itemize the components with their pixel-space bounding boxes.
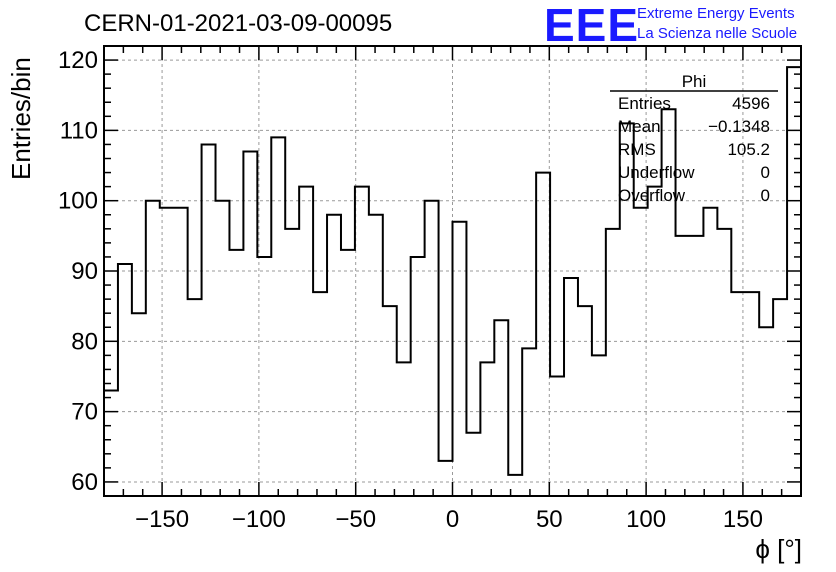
eee-logo-line1: Extreme Energy Events: [637, 5, 795, 22]
histogram-bin: [327, 215, 341, 496]
stats-value: −0.1348: [708, 117, 770, 136]
x-tick-label: −150: [135, 506, 189, 533]
histogram-bin: [787, 67, 801, 496]
histogram-bin: [634, 208, 648, 496]
histogram-bin: [564, 278, 578, 496]
y-tick-label: 60: [71, 469, 98, 496]
histogram-bin: [494, 320, 508, 496]
histogram-step-line: [104, 66, 801, 476]
histogram-bin: [439, 461, 453, 496]
histogram-bin: [369, 215, 383, 496]
histogram-bin: [466, 433, 480, 496]
histogram-bin: [731, 292, 745, 496]
stats-title: Phi: [681, 72, 707, 91]
eee-logo-line2: La Scienza nelle Scuole: [637, 25, 798, 42]
histogram-bin: [313, 292, 327, 496]
histogram-bin: [550, 376, 564, 496]
histogram-bin: [257, 257, 271, 496]
histogram-bin: [118, 264, 132, 496]
histogram-bin: [271, 137, 285, 496]
histogram-bin: [174, 208, 188, 496]
histogram-bin: [648, 187, 662, 496]
y-tick-label: 80: [71, 328, 98, 355]
histogram-bin: [243, 151, 257, 496]
stats-value: 0: [760, 163, 770, 182]
histogram-bin: [453, 222, 467, 496]
stats-value: 4596: [732, 94, 770, 113]
x-tick-label: 0: [446, 506, 459, 533]
y-tick-label: 90: [71, 258, 98, 285]
y-axis-title: Entries/bin: [6, 57, 36, 180]
histogram-bin: [355, 187, 369, 496]
histogram-bin: [146, 201, 160, 496]
y-tick-label: 100: [58, 188, 98, 215]
y-tick-label: 110: [60, 117, 98, 144]
histogram-bin: [216, 201, 230, 496]
histogram-bin: [104, 391, 118, 496]
histogram-bin: [689, 236, 703, 496]
stats-value: 105.2: [727, 140, 770, 159]
histogram-bin: [411, 257, 425, 496]
histogram-bin: [578, 306, 592, 496]
histogram-bin: [703, 208, 717, 496]
histogram-bin: [383, 306, 397, 496]
x-tick-label: 100: [626, 506, 666, 533]
x-axis-title: ϕ [°]: [755, 534, 802, 564]
histogram-bin: [299, 187, 313, 496]
histogram-series: [104, 66, 801, 496]
histogram-bin: [536, 173, 550, 496]
histogram-bin: [188, 299, 202, 496]
stats-key: Overflow: [618, 186, 686, 205]
y-tick-label: 70: [71, 399, 98, 426]
stats-key: Entries: [618, 94, 671, 113]
axis-tick-labels: −150 −100 −50 0 50 100 150 60 70 80 90 100 110 120: [58, 47, 763, 533]
histogram-bin: [745, 292, 759, 496]
histogram-bin: [592, 355, 606, 496]
x-tick-label: 150: [723, 506, 763, 533]
histogram-bin: [229, 250, 243, 496]
x-tick-label: −50: [335, 506, 376, 533]
axis-ticks: [103, 45, 802, 497]
histogram-bin: [132, 313, 146, 496]
histogram-bin: [759, 327, 773, 496]
histogram-bin: [773, 299, 787, 496]
histogram-bin: [160, 208, 174, 496]
stats-value: 0: [760, 186, 770, 205]
histogram-bin: [285, 229, 299, 496]
histogram-bin: [717, 229, 731, 496]
histogram-bin: [606, 229, 620, 496]
run-title: CERN-01-2021-03-09-00095: [84, 10, 393, 37]
stats-key: Mean: [618, 117, 661, 136]
histogram-bin: [397, 362, 411, 496]
histogram-bin: [676, 236, 690, 496]
stats-key: RMS: [618, 140, 656, 159]
y-tick-label: 120: [58, 47, 98, 74]
histogram-bin: [341, 250, 355, 496]
histogram-bin: [522, 348, 536, 496]
x-tick-label: −100: [232, 506, 286, 533]
stats-key: Underflow: [618, 163, 695, 182]
histogram-bin: [202, 144, 216, 496]
x-tick-label: 50: [536, 506, 563, 533]
histogram-bin: [425, 201, 439, 496]
histogram-bin: [480, 362, 494, 496]
eee-logo: EEE: [544, 0, 640, 51]
